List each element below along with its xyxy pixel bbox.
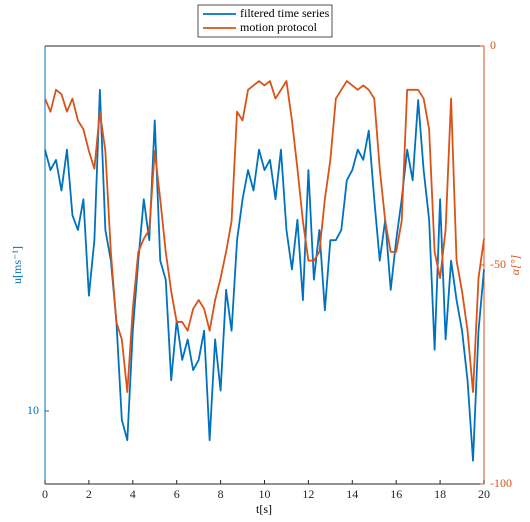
y-axis-label: u[ms⁻¹] <box>10 246 24 284</box>
x-tick-label: 8 <box>218 487 224 501</box>
plot-area <box>45 46 484 484</box>
x-tick-label: 12 <box>302 487 314 501</box>
x-tick-label: 2 <box>86 487 92 501</box>
series-line <box>44 88 485 462</box>
x-tick-label: 0 <box>42 487 48 501</box>
x-tick-label: 20 <box>478 487 490 501</box>
x-tick-label: 6 <box>174 487 180 501</box>
legend-label: filtered time series <box>240 6 330 20</box>
y-tick-label: 10 <box>27 403 39 417</box>
y2-tick-label: -100 <box>490 476 512 490</box>
x-tick-label: 10 <box>259 487 271 501</box>
y2-axis-label: α[°] <box>508 254 522 275</box>
x-tick-label: 18 <box>434 487 446 501</box>
x-tick-label: 14 <box>346 487 358 501</box>
legend-label: motion protocol <box>240 20 318 34</box>
x-tick-label: 16 <box>390 487 402 501</box>
x-tick-label: 4 <box>130 487 136 501</box>
legend-box <box>197 4 333 38</box>
series-line <box>44 80 485 393</box>
y2-tick-label: 0 <box>490 38 496 52</box>
y2-tick-label: -50 <box>490 257 506 271</box>
x-axis-label: t[s] <box>256 502 272 516</box>
